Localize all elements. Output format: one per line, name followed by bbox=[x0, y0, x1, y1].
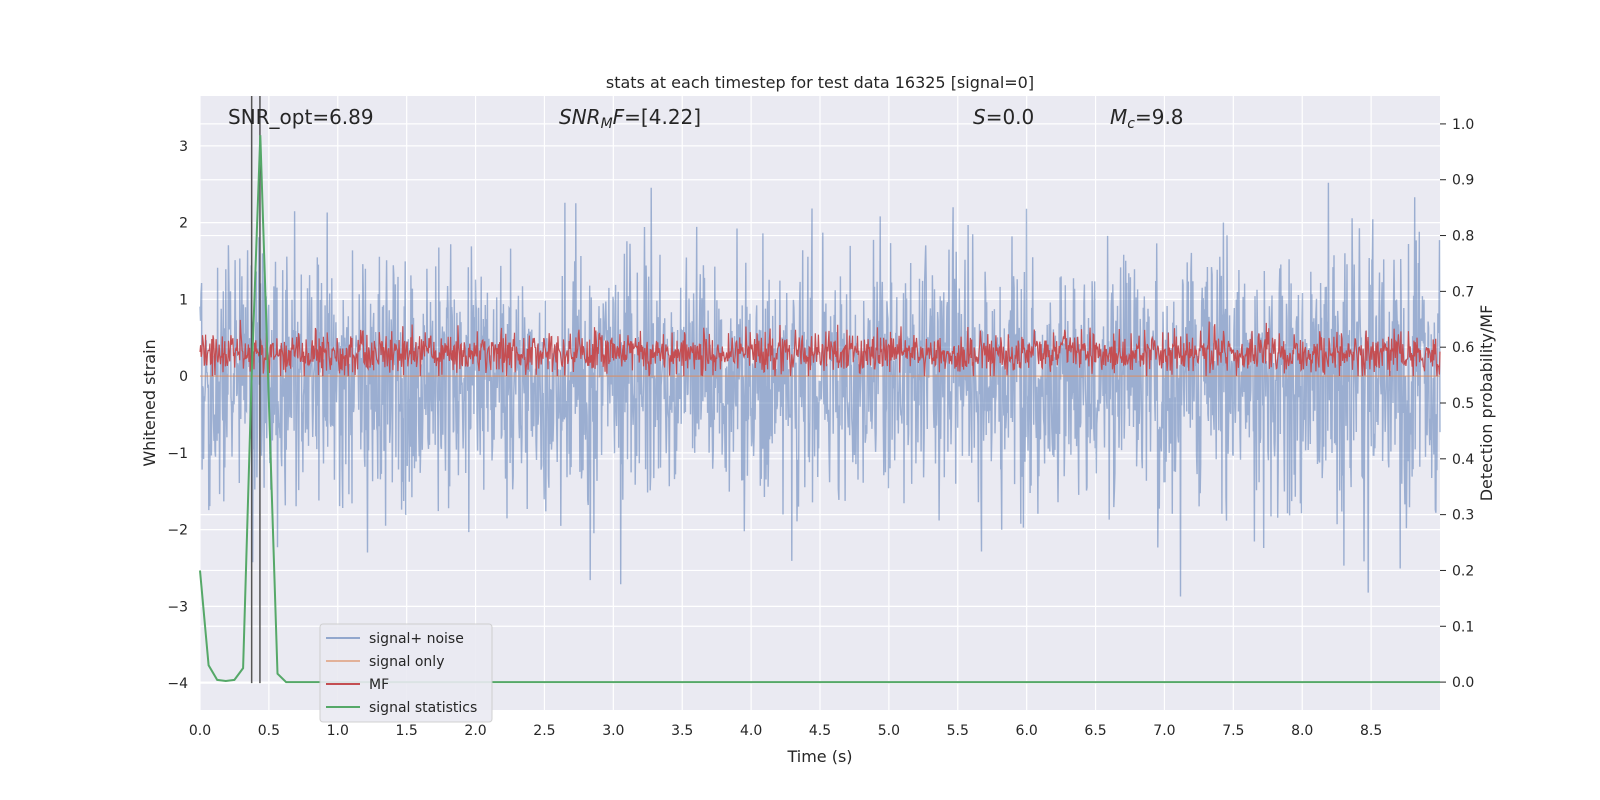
mf-line bbox=[199, 319, 1441, 377]
y-left-tick-label: 2 bbox=[179, 216, 188, 232]
legend-label-signal-noise: signal+ noise bbox=[369, 631, 464, 647]
x-axis-ticks: 0.0 0.5 1.0 1.5 2.0 2.5 3.0 3.5 4.0 4.5 5.0 5.5 6.0 6… bbox=[189, 723, 1382, 739]
x-tick-label: 2.5 bbox=[533, 723, 555, 739]
x-tick-label: 5.5 bbox=[947, 723, 969, 739]
x-tick-label: 6.0 bbox=[1016, 723, 1038, 739]
y-left-tick-label: 3 bbox=[179, 139, 188, 155]
annotation-snr-opt: SNR_opt=6.89 bbox=[228, 105, 374, 129]
snr-mf-rest: F bbox=[613, 105, 625, 129]
y-right-tick-label: 0.6 bbox=[1452, 340, 1474, 356]
y-left-tick-label: 0 bbox=[179, 369, 188, 385]
y-right-tick-label: 0.3 bbox=[1452, 508, 1474, 524]
y-right-axis-ticks: 1.0 0.9 0.8 0.7 0.6 0.5 0.4 0.3 0.2 0.1 0.0 bbox=[1440, 117, 1474, 691]
signal-noise-line bbox=[199, 182, 1441, 597]
x-axis-label: Time (s) bbox=[786, 747, 852, 766]
x-tick-label: 7.5 bbox=[1222, 723, 1244, 739]
legend-label-mf: MF bbox=[369, 677, 389, 693]
annotation-s: S=0.0 bbox=[973, 105, 1034, 129]
y-left-tick-label: −4 bbox=[167, 676, 188, 692]
y-right-tick-label: 0.1 bbox=[1452, 619, 1474, 635]
x-tick-label: 6.5 bbox=[1084, 723, 1106, 739]
x-tick-label: 8.5 bbox=[1360, 723, 1382, 739]
x-tick-label: 5.0 bbox=[878, 723, 900, 739]
snr-mf-sub: M bbox=[601, 116, 613, 132]
y-right-tick-label: 0.2 bbox=[1452, 563, 1474, 579]
snr-mf-text: SNRMF=[4.22] bbox=[559, 105, 701, 132]
s-text: S=0.0 bbox=[973, 105, 1034, 129]
y-left-tick-label: −1 bbox=[167, 446, 188, 462]
x-tick-label: 4.5 bbox=[809, 723, 831, 739]
x-tick-label: 8.0 bbox=[1291, 723, 1313, 739]
x-tick-label: 4.0 bbox=[740, 723, 762, 739]
y-left-tick-label: 1 bbox=[179, 292, 188, 308]
x-tick-label: 3.5 bbox=[671, 723, 693, 739]
y-right-axis-label: Detection probability/MF bbox=[1477, 305, 1496, 502]
y-right-tick-label: 0.5 bbox=[1452, 396, 1474, 412]
y-right-tick-label: 1.0 bbox=[1452, 117, 1474, 133]
signal-statistics-series bbox=[199, 135, 1440, 684]
mc-main: M bbox=[1110, 105, 1127, 129]
s-symbol: S bbox=[973, 105, 986, 129]
mf-series bbox=[199, 319, 1441, 377]
mc-value: =9.8 bbox=[1135, 105, 1184, 129]
x-tick-label: 7.0 bbox=[1153, 723, 1175, 739]
y-right-tick-label: 0.4 bbox=[1452, 452, 1474, 468]
y-left-tick-label: −2 bbox=[167, 523, 188, 539]
annotation-mc: Mc=9.8 bbox=[1110, 105, 1184, 132]
x-tick-label: 3.0 bbox=[602, 723, 624, 739]
mc-sub: c bbox=[1127, 116, 1135, 132]
s-value: =0.0 bbox=[986, 105, 1035, 129]
y-right-tick-label: 0.9 bbox=[1452, 173, 1474, 189]
signal-statistics-line bbox=[199, 135, 1440, 684]
x-tick-label: 0.0 bbox=[189, 723, 211, 739]
y-right-tick-label: 0.7 bbox=[1452, 284, 1474, 300]
y-left-tick-label: −3 bbox=[167, 599, 188, 615]
y-left-axis-ticks: 3 2 1 0 −1 −2 −3 −4 bbox=[167, 139, 188, 692]
snr-opt-text: SNR_opt=6.89 bbox=[228, 105, 374, 129]
x-tick-label: 2.0 bbox=[464, 723, 486, 739]
legend: signal+ noise signal only MF signal stat… bbox=[319, 623, 493, 723]
legend-label-signal-statistics: signal statistics bbox=[369, 700, 477, 716]
x-tick-label: 0.5 bbox=[258, 723, 280, 739]
mc-text: Mc=9.8 bbox=[1110, 105, 1184, 132]
y-right-tick-label: 0.0 bbox=[1452, 675, 1474, 691]
y-right-tick-label: 0.8 bbox=[1452, 229, 1474, 245]
snr-mf-main: SNR bbox=[559, 105, 601, 129]
annotation-snr-mf: SNRMF=[4.22] bbox=[559, 105, 701, 132]
chart-title: stats at each timestep for test data 163… bbox=[606, 73, 1034, 92]
x-tick-label: 1.5 bbox=[396, 723, 418, 739]
x-tick-label: 1.0 bbox=[327, 723, 349, 739]
legend-label-signal-only: signal only bbox=[369, 654, 444, 670]
y-left-axis-label: Whitened strain bbox=[140, 339, 159, 466]
legend-box bbox=[319, 623, 493, 723]
signal-noise-series bbox=[199, 182, 1441, 597]
snr-mf-value: =[4.22] bbox=[624, 105, 701, 129]
